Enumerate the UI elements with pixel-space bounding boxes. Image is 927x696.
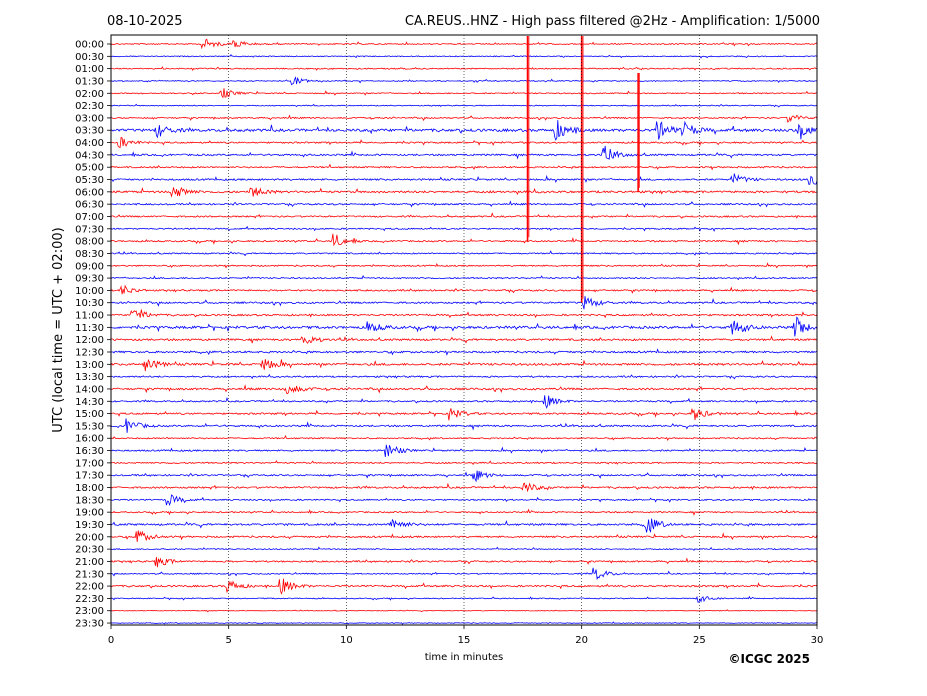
- y-tick-label: 04:30: [75, 150, 104, 161]
- trace-row: [110, 494, 818, 506]
- y-tick-label: 00:00: [75, 40, 104, 51]
- y-tick-label: 13:30: [75, 372, 104, 383]
- trace-row: [111, 335, 818, 344]
- x-tick-label: 30: [811, 635, 824, 646]
- x-tick-label: 10: [340, 635, 353, 646]
- y-axis-label: UTC (local time = UTC + 02:00): [51, 227, 66, 432]
- x-tick-label: 20: [575, 635, 588, 646]
- y-tick-label: 02:30: [75, 101, 104, 112]
- y-tick-label: 23:30: [75, 619, 104, 630]
- y-tick-label: 13:00: [75, 360, 104, 371]
- x-gridlines: [228, 35, 700, 625]
- copyright-label: ©ICGC 2025: [728, 652, 810, 666]
- trace-row: [110, 578, 818, 595]
- x-tick-label: 25: [693, 635, 706, 646]
- y-tick-label: 01:30: [75, 76, 104, 87]
- y-tick-label: 18:30: [75, 495, 104, 506]
- y-tick-label: 08:00: [75, 237, 104, 248]
- trace-row: [110, 88, 818, 99]
- y-tick-label: 16:00: [75, 434, 104, 445]
- y-tick-label: 04:00: [75, 138, 104, 149]
- y-tick-label: 14:00: [75, 384, 104, 395]
- trace-row: [110, 38, 818, 50]
- y-tick-label: 03:00: [75, 113, 104, 124]
- trace-row: [110, 460, 818, 466]
- trace-row: [110, 609, 817, 613]
- y-tick-label: 10:00: [75, 286, 104, 297]
- y-tick-label: 15:30: [75, 421, 104, 432]
- y-tick-label: 11:30: [75, 323, 104, 334]
- x-tick-labels: 0 5 10 15 20 25 30: [108, 625, 824, 646]
- trace-row: [110, 567, 818, 581]
- y-tick-label: 07:00: [75, 212, 104, 223]
- y-tick-label: 05:00: [75, 163, 104, 174]
- trace-row: [110, 470, 818, 483]
- y-tick-label: 03:30: [75, 126, 104, 137]
- seismic-traces: [110, 36, 818, 625]
- y-tick-label: 14:30: [75, 397, 104, 408]
- y-tick-label: 17:30: [75, 471, 104, 482]
- y-tick-label: 08:30: [75, 249, 104, 260]
- y-tick-label: 09:00: [75, 261, 104, 272]
- y-tick-label: 17:00: [75, 458, 104, 469]
- y-tick-label: 12:00: [75, 335, 104, 346]
- y-tick-label: 11:00: [75, 311, 104, 322]
- trace-row: [110, 373, 818, 380]
- y-tick-label: 21:30: [75, 569, 104, 580]
- chart-date: 08-10-2025: [107, 14, 183, 29]
- y-tick-label: 12:30: [75, 348, 104, 359]
- y-tick-label: 19:30: [75, 520, 104, 531]
- y-tick-label: 18:00: [75, 483, 104, 494]
- trace-row: [110, 200, 818, 208]
- y-tick-label: 21:00: [75, 557, 104, 568]
- x-tick-label: 0: [108, 635, 114, 646]
- y-tick-label: 20:00: [75, 532, 104, 543]
- trace-row: [110, 145, 818, 160]
- x-tick-label: 5: [225, 635, 231, 646]
- trace-row: [110, 250, 818, 257]
- trace-row: [110, 120, 818, 141]
- y-tick-label: 19:00: [75, 508, 104, 519]
- y-tick-label: 09:30: [75, 274, 104, 285]
- x-tick-label: 15: [458, 635, 471, 646]
- y-tick-label: 00:30: [75, 52, 104, 63]
- trace-row: [110, 316, 818, 337]
- y-tick-label: 06:00: [75, 187, 104, 198]
- y-tick-label: 22:30: [75, 594, 104, 605]
- y-tick-label: 05:30: [75, 175, 104, 186]
- chart-title: CA.REUS..HNZ - High pass filtered @2Hz -…: [405, 14, 820, 29]
- plot-frame: [110, 34, 818, 626]
- trace-row: [110, 233, 818, 247]
- y-tick-label: 02:00: [75, 89, 104, 100]
- y-tick-label: 16:30: [75, 446, 104, 457]
- trace-row: [110, 595, 818, 603]
- y-tick-label: 20:30: [75, 545, 104, 556]
- trace-row: [110, 309, 818, 319]
- y-tick-label: 22:00: [75, 582, 104, 593]
- trace-row: [110, 435, 818, 442]
- trace-row: [110, 482, 818, 493]
- trace-row: [110, 348, 818, 356]
- y-tick-label: 23:00: [75, 606, 104, 617]
- trace-row: [110, 444, 818, 458]
- y-tick-label: 01:00: [75, 64, 104, 75]
- y-tick-label: 15:00: [75, 409, 104, 420]
- trace-row: [110, 103, 818, 108]
- trace-row: [110, 163, 818, 171]
- trace-row: [110, 557, 818, 568]
- y-tick-label: 06:30: [75, 200, 104, 211]
- trace-row: [110, 358, 818, 372]
- y-tick-label: 07:30: [75, 224, 104, 235]
- y-tick-label: 10:30: [75, 298, 104, 309]
- trace-row: [110, 114, 818, 123]
- x-axis-label: time in minutes: [425, 652, 504, 663]
